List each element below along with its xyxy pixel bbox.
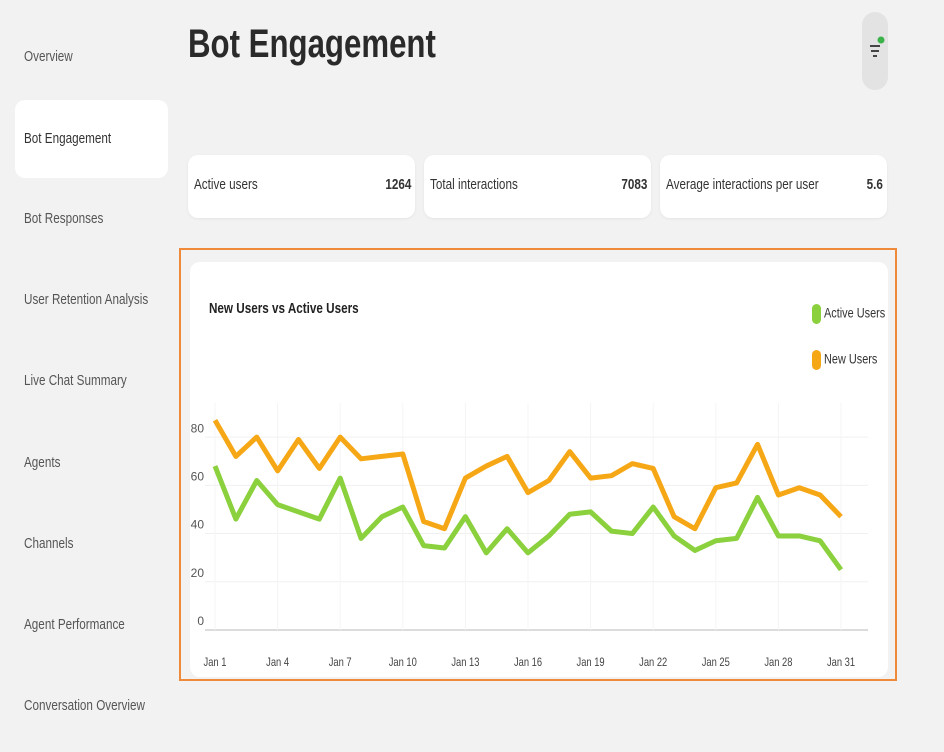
x-tick-label: Jan 7	[329, 656, 352, 669]
sidebar-item-label: Overview	[24, 48, 73, 65]
stat-card: Active users 1264	[188, 155, 415, 218]
x-tick-label: Jan 4	[266, 656, 289, 669]
chart-card: New Users vs Active Users 0 20 40 60 80 Jan 1…	[190, 262, 888, 677]
page-title: Bot Engagement	[188, 22, 506, 67]
x-tick-label: Jan 31	[827, 656, 855, 669]
sidebar-item-label: Bot Responses	[24, 210, 104, 227]
stat-label-text: Active users	[194, 176, 258, 193]
x-tick-label: Jan 25	[702, 656, 730, 669]
x-tick-label: Jan 13	[451, 656, 479, 669]
stat-value: 7083	[614, 176, 647, 193]
series-line	[212, 418, 843, 532]
stat-value: 5.6	[862, 176, 883, 193]
stat-card: Average interactions per user 5.6	[660, 155, 887, 218]
stat-value: 1264	[378, 176, 411, 193]
x-tick-label: Jan 28	[764, 656, 792, 669]
x-tick-label: Jan 19	[577, 656, 605, 669]
stat-label: Active users	[194, 176, 276, 193]
x-tick-label: Jan 1	[204, 656, 227, 669]
stat-label: Total interactions	[430, 176, 543, 193]
sidebar-item[interactable]: Live Chat Summary	[15, 342, 168, 420]
x-tick-label: Jan 10	[389, 656, 417, 669]
stat-label-text: Total interactions	[430, 176, 518, 193]
stat-label-text: Average interactions per user	[666, 176, 819, 193]
sidebar-item[interactable]: Bot Engagement	[15, 100, 168, 178]
legend-label: Active Users	[824, 305, 885, 321]
legend-label: New Users	[824, 351, 877, 367]
sidebar-item-label: Agents	[24, 454, 61, 471]
y-tick-label: 80	[191, 421, 205, 435]
stat-value-text: 1264	[384, 176, 411, 193]
sidebar-item[interactable]: Agents	[15, 424, 168, 502]
sidebar-item[interactable]: Conversation Overview	[15, 667, 168, 745]
page-title-text: Bot Engagement	[188, 22, 436, 66]
legend-swatch	[812, 350, 821, 370]
sidebar-item[interactable]: Overview	[15, 18, 168, 96]
highlight-frame	[179, 248, 897, 681]
legend-swatch	[812, 304, 821, 324]
x-tick-label: Jan 22	[639, 656, 667, 669]
y-tick-label: 60	[191, 470, 205, 484]
sidebar: Overview Bot Engagement Bot Responses User …	[0, 0, 175, 752]
sidebar-item-label: User Retention Analysis	[24, 291, 149, 308]
sidebar-item[interactable]: User Retention Analysis	[15, 261, 168, 339]
sidebar-item[interactable]: Agent Performance	[15, 586, 168, 664]
y-tick-label: 20	[191, 566, 205, 580]
x-tick-label: Jan 16	[514, 656, 542, 669]
sidebar-item-label: Agent Performance	[24, 616, 125, 633]
sidebar-item-label: Live Chat Summary	[24, 372, 127, 389]
y-tick-label: 0	[197, 614, 204, 628]
sidebar-item[interactable]: Channels	[15, 505, 168, 583]
y-tick-label: 40	[191, 518, 205, 532]
stat-value-text: 5.6	[866, 176, 883, 193]
filter-button[interactable]	[862, 12, 888, 90]
chart: New Users vs Active Users 0 20 40 60 80 Jan 1…	[191, 300, 886, 670]
sidebar-item-label: Bot Engagement	[24, 130, 112, 147]
stat-card: Total interactions 7083	[424, 155, 651, 218]
stat-label: Average interactions per user	[666, 176, 862, 193]
filter-icon	[870, 36, 885, 57]
sidebar-item-label: Conversation Overview	[24, 697, 145, 714]
chart-title: New Users vs Active Users	[209, 300, 359, 317]
sidebar-item[interactable]: Bot Responses	[15, 180, 168, 258]
series-line	[212, 465, 844, 572]
sidebar-item-label: Channels	[24, 535, 74, 552]
stat-value-text: 7083	[620, 176, 647, 193]
